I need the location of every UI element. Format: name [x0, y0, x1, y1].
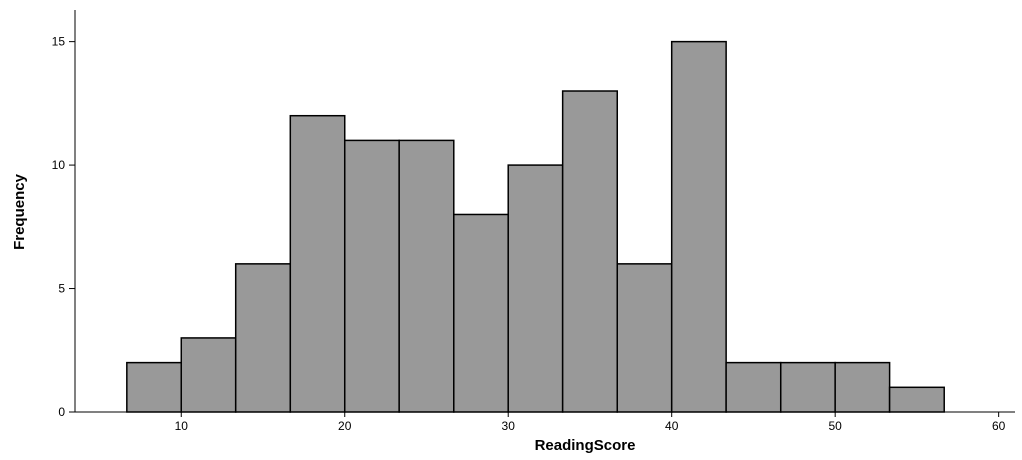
- y-tick-label: 10: [52, 158, 66, 172]
- x-axis-title: ReadingScore: [535, 437, 636, 454]
- histogram-bar: [289, 114, 346, 413]
- x-tick-label: 20: [338, 419, 352, 433]
- x-tick-label: 60: [992, 419, 1006, 433]
- histogram-bar: [834, 361, 891, 413]
- histogram-bar: [507, 164, 564, 413]
- x-tick-label: 30: [502, 419, 516, 433]
- y-tick-label: 5: [58, 282, 65, 296]
- histogram-bar: [779, 361, 836, 413]
- x-tick-label: 10: [175, 419, 189, 433]
- y-axis-title: Frequency: [11, 173, 28, 250]
- histogram-bar: [180, 337, 237, 413]
- histogram-bar: [126, 361, 183, 413]
- x-tick-label: 40: [665, 419, 679, 433]
- histogram-bar: [725, 361, 782, 413]
- histogram-bar: [561, 90, 619, 413]
- y-tick-label: 15: [52, 35, 66, 49]
- histogram-bar: [234, 263, 292, 413]
- x-tick-label: 50: [828, 419, 842, 433]
- axes-layer: [74, 10, 1015, 413]
- bars-layer: [126, 40, 945, 413]
- y-tick-label: 0: [58, 405, 65, 419]
- histogram-bar: [398, 139, 455, 413]
- histogram-bar: [670, 40, 727, 413]
- ticks-layer: 10 20 30 40 50 60 0 5 10 15: [52, 35, 1006, 433]
- histogram-bar: [343, 139, 400, 413]
- histogram-bar: [616, 263, 673, 413]
- histogram-bar: [888, 386, 945, 413]
- histogram-bar: [453, 213, 509, 413]
